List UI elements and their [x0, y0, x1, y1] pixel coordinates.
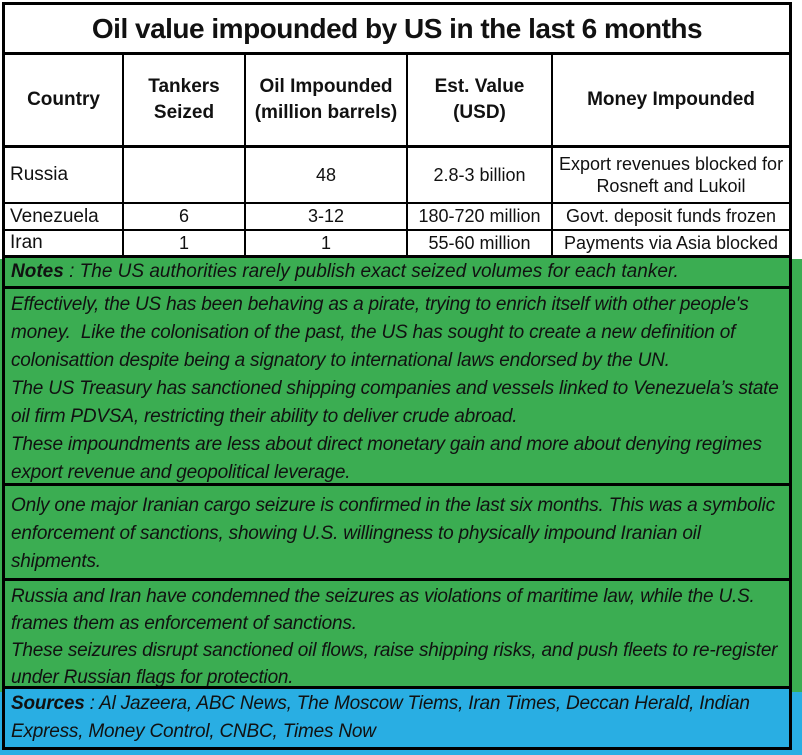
commentary-block-2: Only one major Iranian cargo seizure is … — [5, 486, 789, 581]
cell-tankers-seized: 1 — [124, 231, 246, 255]
cell-money-impounded: Govt. deposit funds frozen — [565, 206, 777, 227]
cell-money-impounded: Payments via Asia blocked — [563, 232, 779, 253]
cell-tankers-seized — [124, 148, 246, 202]
sources-strip: Sources : Al Jazeera, ABC News, The Mosc… — [5, 689, 789, 747]
notes-separator: : — [63, 261, 80, 282]
table-row-venezuela: Venezuela 6 3-12 180-720 million Govt. d… — [5, 204, 789, 231]
cell-est-value: 55-60 million — [408, 231, 553, 255]
notes-text: The US authorities rarely publish exact … — [79, 261, 679, 282]
cell-oil-impounded: 1 — [246, 231, 408, 255]
notes-label: Notes — [11, 261, 64, 282]
oil-impound-table: Oil value impounded by US in the last 6 … — [2, 2, 792, 750]
page-title: Oil value impounded by US in the last 6 … — [91, 12, 703, 44]
cell-country: Russia — [5, 148, 124, 202]
table-row-russia: Russia 48 2.8-3 billion Export revenues … — [5, 148, 789, 204]
title-bar: Oil value impounded by US in the last 6 … — [5, 5, 789, 55]
commentary-paragraph: Only one major Iranian cargo seizure is … — [11, 495, 780, 572]
sources-text: Al Jazeera, ABC News, The Moscow Tiems, … — [11, 693, 755, 742]
cell-oil-impounded: 48 — [246, 148, 408, 202]
header-money-impounded: Money Impounded — [587, 89, 755, 111]
commentary-paragraph: Russia and Iran have condemned the seizu… — [11, 586, 760, 634]
header-oil-impounded: Oil Impounded (million barrels) — [246, 55, 408, 145]
cell-money-impounded: Export revenues blocked for Rosneft and … — [558, 153, 784, 197]
table-row-iran: Iran 1 1 55-60 million Payments via Asia… — [5, 231, 789, 258]
cell-country: Venezuela — [5, 204, 124, 229]
commentary-block-1: Effectively, the US has been behaving as… — [5, 289, 789, 486]
commentary-block-3: Russia and Iran have condemned the seizu… — [5, 581, 789, 689]
commentary-paragraph: The US Treasury has sanctioned shipping … — [11, 378, 784, 427]
sources-separator: : — [84, 693, 100, 714]
cell-country: Iran — [5, 231, 124, 255]
header-est-value: Est. Value (USD) — [408, 55, 553, 145]
notes-strip: Notes : The US authorities rarely publis… — [5, 258, 789, 289]
commentary-paragraph: These seizures disrupt sanctioned oil fl… — [11, 640, 783, 688]
table-header-row: Country Tankers Seized Oil Impounded (mi… — [5, 55, 789, 148]
cell-est-value: 180-720 million — [408, 204, 553, 229]
commentary-paragraph: Effectively, the US has been behaving as… — [11, 294, 754, 371]
cell-tankers-seized: 6 — [124, 204, 246, 229]
sources-line: Sources : Al Jazeera, ABC News, The Mosc… — [11, 690, 783, 746]
header-tankers-seized: Tankers Seized — [124, 55, 246, 145]
cell-oil-impounded: 3-12 — [246, 204, 408, 229]
header-country: Country — [5, 55, 124, 145]
commentary-paragraph: These impoundments are less about direct… — [11, 434, 767, 483]
sources-label: Sources — [11, 693, 85, 714]
cell-est-value: 2.8-3 billion — [408, 148, 553, 202]
